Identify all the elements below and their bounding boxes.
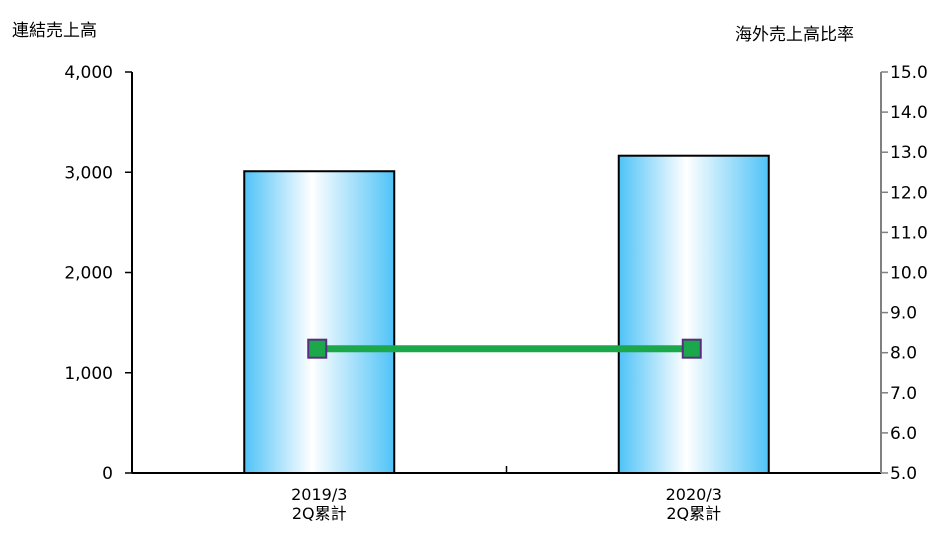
plot-area: 0 1,000 2,000 3,000 4,000 5.0 6.0 7.0 8.0 9.0 10.0… [64, 63, 928, 523]
ratio-marker [681, 338, 702, 359]
right-tick-label: 6.0 [890, 424, 917, 444]
right-tick-label: 11.0 [890, 223, 928, 243]
right-tick-label: 9.0 [890, 304, 917, 324]
left-tick-label: 4,000 [64, 63, 113, 83]
right-tick-label: 13.0 [890, 143, 928, 163]
right-tick-label: 14.0 [890, 103, 928, 123]
ratio-marker [307, 338, 328, 359]
left-tick-label: 3,000 [64, 163, 113, 183]
bar [617, 154, 770, 475]
left-tick-label: 1,000 [64, 364, 113, 384]
right-axis-title: 海外売上高比率 [735, 25, 854, 45]
left-tick-label: 2,000 [64, 264, 113, 284]
category-label: 2019/3 [291, 485, 347, 504]
category-label: 2020/3 [666, 485, 722, 504]
right-tick-label: 12.0 [890, 183, 928, 203]
right-tick-label: 8.0 [890, 344, 917, 364]
left-axis-title: 連結売上高 [12, 21, 97, 41]
right-tick-label: 5.0 [890, 464, 917, 484]
right-tick-label: 10.0 [890, 264, 928, 284]
left-tick-label: 0 [102, 464, 113, 484]
right-tick-label: 15.0 [890, 63, 928, 83]
bar [243, 170, 396, 474]
category-label: 2Q累計 [666, 504, 721, 523]
right-tick-label: 7.0 [890, 384, 917, 404]
category-label: 2Q累計 [292, 504, 347, 523]
